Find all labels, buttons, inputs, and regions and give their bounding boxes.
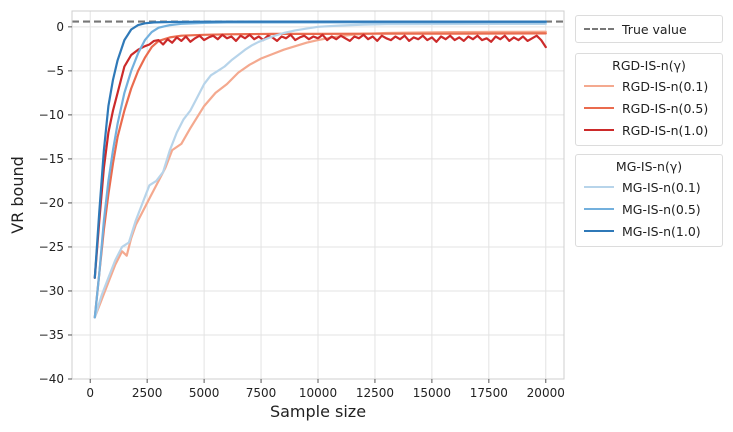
legend-swatch [584, 28, 614, 30]
legend-swatch [584, 129, 614, 131]
y-tick-label: 0 [56, 20, 64, 34]
y-tick-label: −20 [39, 196, 64, 210]
legend-title: MG-IS-n(γ) [615, 159, 683, 174]
x-tick-label: 17500 [470, 386, 508, 400]
axis-ticks: 0 2500 5000 7500 10000 12500 15000 17500 20000 0 −… [39, 20, 565, 400]
y-tick-label: −15 [39, 152, 64, 166]
legend-label: RGD-IS-n(0.1) [622, 78, 709, 94]
x-tick-label: 10000 [299, 386, 337, 400]
legend-entry: RGD-IS-n(1.0) [584, 119, 714, 141]
legend-mg: MG-IS-n(γ) MG-IS-n(0.1) MG-IS-n(0.5) MG-… [575, 154, 723, 247]
series-line-rgd-is-n-1-0 [93, 33, 547, 279]
y-tick-label: −5 [46, 64, 64, 78]
legend-label: RGD-IS-n(1.0) [622, 122, 709, 138]
legend-label: RGD-IS-n(0.5) [622, 100, 709, 116]
series-line-mg-is-n-0-1 [93, 22, 547, 319]
legend-entry: MG-IS-n(1.0) [584, 220, 714, 242]
legend-label: MG-IS-n(0.1) [622, 179, 701, 195]
legend-swatch [584, 107, 614, 109]
series-line-rgd-is-n-0-5 [93, 32, 547, 319]
y-tick-label: −25 [39, 240, 64, 254]
legend-entry-true-value: True value [584, 18, 714, 40]
legend-entry: RGD-IS-n(0.1) [584, 75, 714, 97]
y-tick-label: −35 [39, 328, 64, 342]
legend-entry: MG-IS-n(0.5) [584, 198, 714, 220]
y-axis-label: VR bound [8, 156, 27, 234]
legend-entry: RGD-IS-n(0.5) [584, 97, 714, 119]
x-tick-label: 2500 [132, 386, 163, 400]
x-tick-label: 12500 [356, 386, 394, 400]
legend-swatch [584, 186, 614, 188]
legend-label: True value [622, 21, 687, 37]
x-tick-label: 15000 [413, 386, 451, 400]
x-tick-label: 5000 [189, 386, 220, 400]
x-axis-label: Sample size [270, 402, 366, 421]
series-layer [93, 20, 547, 319]
legend-true-value: True value [575, 15, 723, 43]
x-tick-label: 20000 [527, 386, 565, 400]
legend-swatch [584, 230, 614, 232]
legend-label: MG-IS-n(1.0) [622, 223, 701, 239]
legend-swatch [584, 208, 614, 210]
x-tick-label: 0 [86, 386, 94, 400]
y-tick-label: −40 [39, 372, 64, 386]
y-tick-label: −30 [39, 284, 64, 298]
y-tick-label: −10 [39, 108, 64, 122]
legend-rgd: RGD-IS-n(γ) RGD-IS-n(0.1) RGD-IS-n(0.5) … [575, 53, 723, 146]
legend-swatch [584, 85, 614, 87]
legend-title: RGD-IS-n(γ) [612, 58, 686, 73]
x-tick-label: 7500 [246, 386, 277, 400]
series-line-mg-is-n-1-0 [93, 20, 547, 279]
legend-entry: MG-IS-n(0.1) [584, 176, 714, 198]
legend-label: MG-IS-n(0.5) [622, 201, 701, 217]
